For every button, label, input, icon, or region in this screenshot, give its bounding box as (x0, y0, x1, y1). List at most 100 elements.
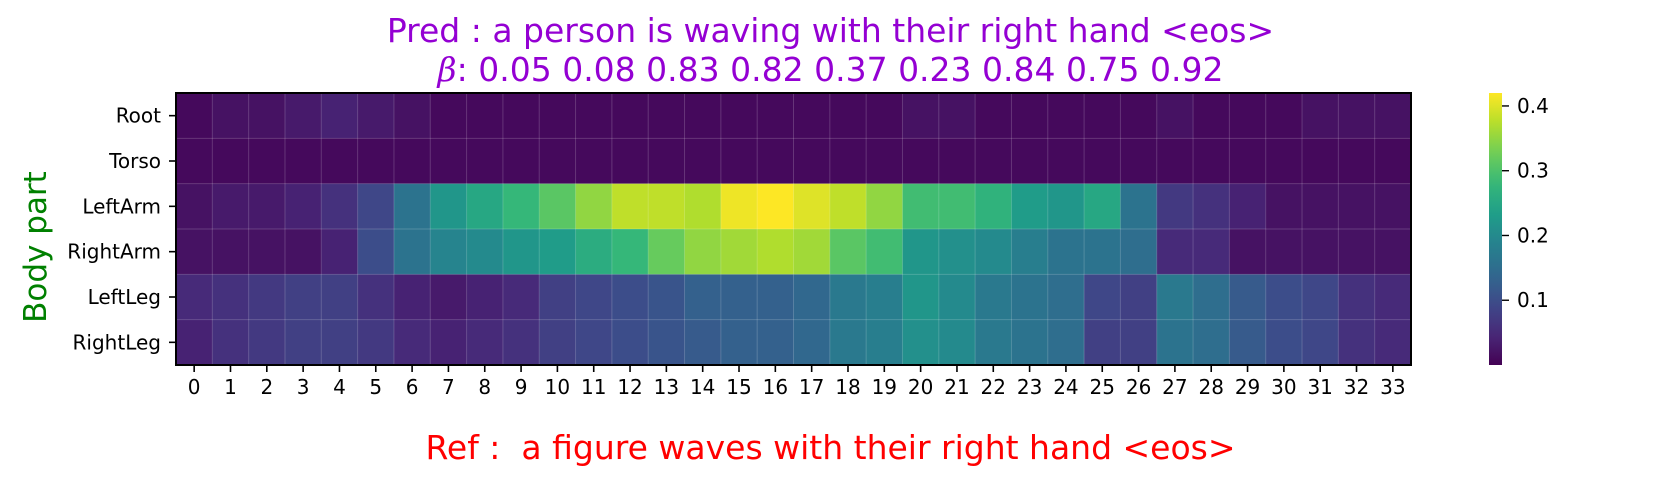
heatmap-cell (1265, 138, 1303, 185)
heatmap-cell (248, 274, 286, 321)
heatmap-cell (720, 229, 758, 275)
heatmap-cell (1229, 138, 1267, 185)
heatmap-cell (539, 93, 577, 139)
heatmap-cell (975, 138, 1013, 185)
heatmap-cell (1156, 93, 1194, 139)
heatmap-cell (1374, 274, 1412, 321)
heatmap-cell (720, 319, 758, 366)
x-ticks: 0 1 2 3 4 5 6 7 8 9 10 11 12 13 14 15 16 17 18 19 20 21 22 23 24… (188, 365, 1406, 399)
heatmap-cell (611, 229, 649, 275)
heatmap-cell (1084, 319, 1122, 366)
heatmap-cell (1084, 274, 1122, 321)
heatmap-cell (284, 229, 322, 275)
heatmap-cell (539, 229, 577, 275)
heatmap-cell (757, 183, 795, 230)
heatmap-cell (1047, 274, 1085, 321)
heatmap-cell (648, 274, 686, 321)
heatmap-cell (575, 138, 613, 185)
heatmap-cell (975, 93, 1013, 139)
heatmap-cell (1120, 274, 1158, 321)
heatmap-cell (539, 183, 577, 230)
x-tick-label: 17 (799, 375, 824, 399)
heatmap-cell (176, 274, 213, 321)
heatmap-cell (975, 274, 1013, 321)
heatmap-cell (1120, 319, 1158, 366)
heatmap-cell (1265, 93, 1303, 139)
x-tick-label: 16 (763, 375, 788, 399)
heatmap-cell (575, 319, 613, 366)
plot-frame (175, 92, 1412, 366)
y-tick-label: RightLeg (73, 330, 161, 354)
heatmap-cell (866, 93, 904, 139)
heatmap-cell (611, 274, 649, 321)
x-tick-label: 32 (1344, 375, 1369, 399)
heatmap-cell (1011, 93, 1049, 139)
heatmap-cell (1302, 229, 1339, 275)
heatmap-cell (176, 229, 213, 275)
x-tick-label: 13 (654, 375, 679, 399)
x-tick-label: 6 (406, 375, 419, 399)
heatmap-cell (502, 319, 540, 366)
heatmap-cell (575, 229, 613, 275)
heatmap-cell (975, 319, 1013, 366)
y-tick-label: Torso (108, 149, 161, 173)
heatmap-cell (1011, 138, 1049, 185)
heatmap-cell (1338, 229, 1376, 275)
colorbar-ticks: 0.1 0.2 0.3 0.4 (1502, 94, 1549, 312)
heatmap-cell (212, 93, 250, 139)
heatmap-cell (321, 183, 359, 230)
heatmap-cell (1193, 319, 1230, 366)
heatmap-cell (176, 93, 213, 139)
heatmap-cell (829, 319, 867, 366)
heatmap-cell (1084, 183, 1122, 230)
heatmap-cell (1120, 138, 1158, 185)
heatmap-cell (430, 229, 468, 275)
heatmap-cell (357, 138, 395, 185)
x-tick-label: 0 (188, 375, 201, 399)
heatmap-cell (1265, 183, 1303, 230)
heatmap-cell (430, 319, 468, 366)
heatmap-cell (393, 183, 431, 230)
heatmap-cell (975, 183, 1013, 230)
heatmap-cell (757, 229, 795, 275)
heatmap-cell (902, 319, 940, 366)
heatmap-cell (1374, 138, 1412, 185)
heatmap-cell (720, 183, 758, 230)
heatmap-cell (1011, 274, 1049, 321)
heatmap-cell (393, 93, 431, 139)
heatmap-cell (1011, 229, 1049, 275)
heatmap-cell (1229, 274, 1267, 321)
heatmap-cell (466, 93, 504, 139)
heatmap-cell (1156, 274, 1194, 321)
heatmap-cell (938, 183, 976, 230)
heatmap-cell (321, 319, 359, 366)
heatmap-cell (284, 138, 322, 185)
heatmap-cell (321, 274, 359, 321)
heatmap-cell (793, 183, 831, 230)
heatmap-cell (575, 183, 613, 230)
x-tick-label: 1 (224, 375, 237, 399)
heatmap-cell (466, 319, 504, 366)
heatmap-cell (1156, 229, 1194, 275)
heatmap-cell (248, 319, 286, 366)
colorbar-tick-label: 0.3 (1517, 159, 1549, 183)
heatmap-cell (176, 183, 213, 230)
heatmap-cell (1374, 93, 1412, 139)
heatmap-cell (284, 183, 322, 230)
heatmap-cell (248, 183, 286, 230)
heatmap-cell (1265, 229, 1303, 275)
chart-title: Pred : a person is waving with their rig… (386, 11, 1275, 50)
heatmap-cell (284, 319, 322, 366)
heatmap-cell (502, 229, 540, 275)
heatmap-cell (1047, 229, 1085, 275)
heatmap-cell (1374, 229, 1412, 275)
heatmap-cell (1193, 93, 1230, 139)
heatmap-cell (575, 274, 613, 321)
heatmap-cell (466, 138, 504, 185)
heatmap-cell (357, 274, 395, 321)
heatmap-cell (393, 319, 431, 366)
heatmap-cell (902, 138, 940, 185)
heatmap-cell (466, 229, 504, 275)
heatmap-cell (1338, 138, 1376, 185)
heatmap-cell (212, 274, 250, 321)
